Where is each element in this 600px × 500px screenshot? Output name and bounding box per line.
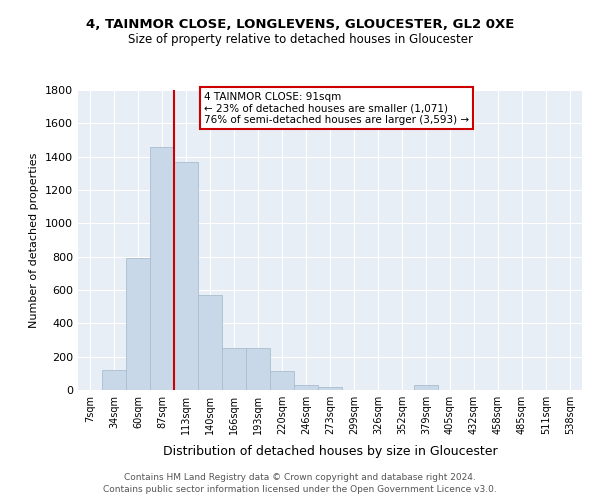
Text: 4, TAINMOR CLOSE, LONGLEVENS, GLOUCESTER, GL2 0XE: 4, TAINMOR CLOSE, LONGLEVENS, GLOUCESTER… — [86, 18, 514, 30]
Bar — [294, 385, 318, 390]
Y-axis label: Number of detached properties: Number of detached properties — [29, 152, 40, 328]
Bar — [198, 295, 222, 390]
Text: Contains public sector information licensed under the Open Government Licence v3: Contains public sector information licen… — [103, 484, 497, 494]
X-axis label: Distribution of detached houses by size in Gloucester: Distribution of detached houses by size … — [163, 446, 497, 458]
Bar — [318, 386, 342, 390]
Text: 4 TAINMOR CLOSE: 91sqm
← 23% of detached houses are smaller (1,071)
76% of semi-: 4 TAINMOR CLOSE: 91sqm ← 23% of detached… — [204, 92, 469, 124]
Bar — [126, 258, 150, 390]
Bar — [102, 370, 126, 390]
Bar — [174, 162, 198, 390]
Bar — [414, 385, 438, 390]
Text: Size of property relative to detached houses in Gloucester: Size of property relative to detached ho… — [128, 32, 473, 46]
Bar — [150, 146, 174, 390]
Bar — [270, 371, 294, 390]
Text: Contains HM Land Registry data © Crown copyright and database right 2024.: Contains HM Land Registry data © Crown c… — [124, 473, 476, 482]
Bar — [246, 348, 270, 390]
Bar — [222, 348, 246, 390]
